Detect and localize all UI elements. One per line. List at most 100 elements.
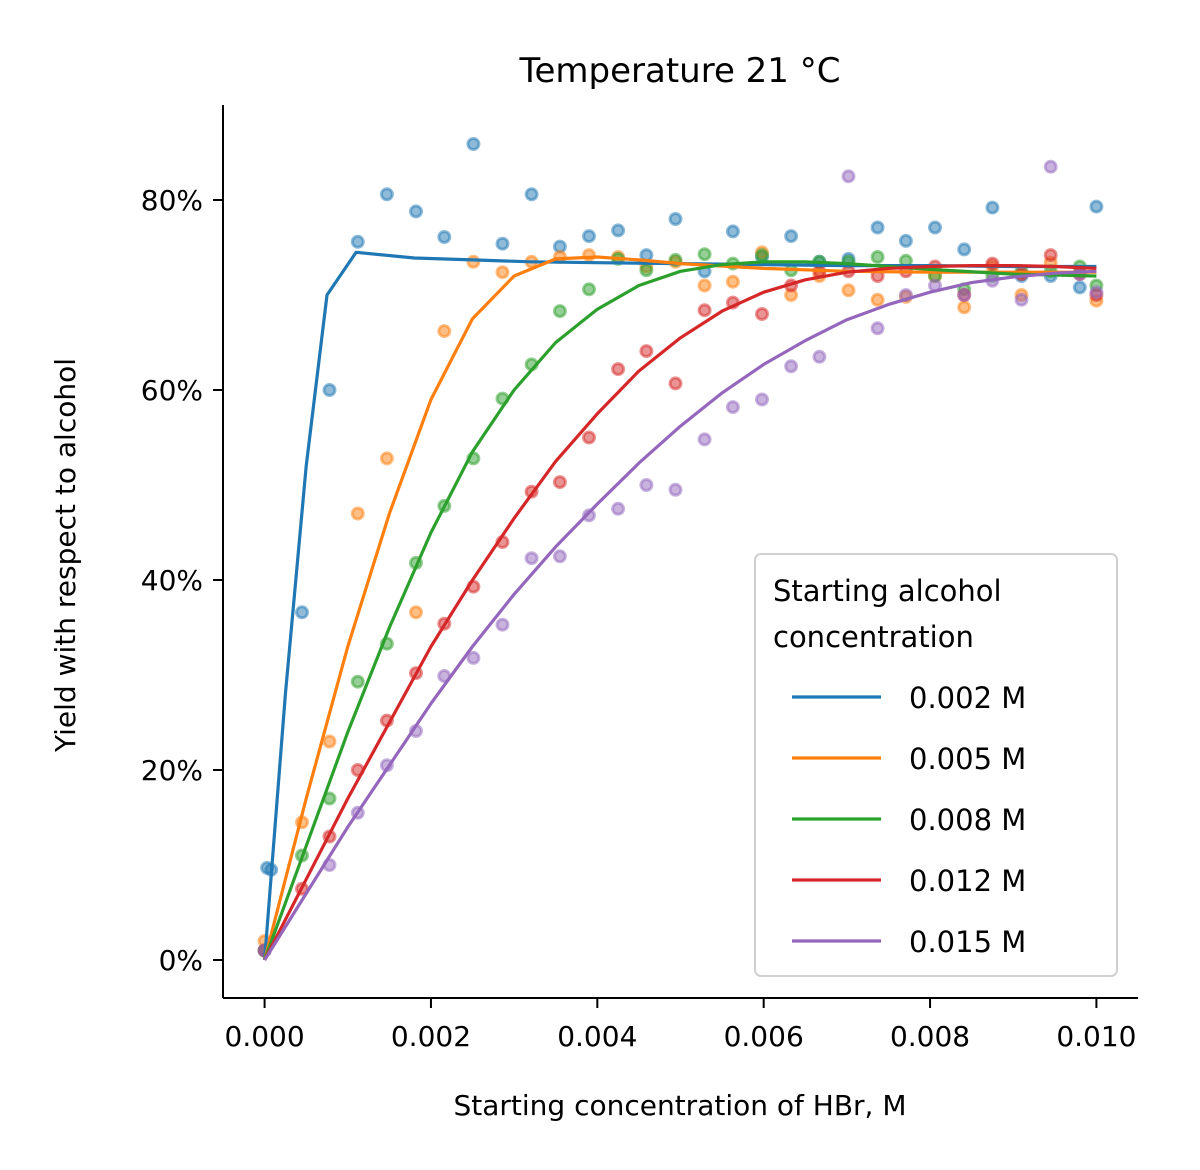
- series-line-3: [263, 264, 1097, 961]
- data-point: [495, 265, 510, 280]
- legend-label: 0.005 M: [909, 742, 1026, 776]
- data-point: [841, 169, 856, 184]
- data-point: [552, 549, 567, 564]
- data-point: [611, 501, 626, 516]
- y-tick-label: 0%: [159, 944, 203, 977]
- legend-box: [754, 553, 1118, 977]
- data-point: [755, 307, 769, 321]
- data-point: [870, 250, 885, 264]
- data-point: [350, 674, 365, 689]
- legend: Starting alcohol concentration 0.002 M 0.00…: [754, 553, 1118, 977]
- data-point: [322, 383, 337, 397]
- data-point: [755, 248, 769, 263]
- data-point: [639, 344, 654, 359]
- data-point: [1089, 199, 1104, 214]
- data-point: [379, 187, 394, 202]
- legend-item: 0.015 M: [792, 925, 1026, 959]
- data-point: [812, 349, 827, 364]
- y-tick-label: 20%: [141, 754, 203, 787]
- data-point: [697, 278, 712, 293]
- legend-label: 0.002 M: [909, 681, 1026, 715]
- plot-area: [257, 137, 1104, 961]
- legend-label: 0.012 M: [909, 864, 1026, 898]
- data-point: [697, 432, 712, 447]
- legend-label: 0.008 M: [909, 803, 1026, 837]
- data-point: [322, 734, 337, 749]
- data-point: [870, 321, 885, 336]
- data-point: [784, 359, 799, 374]
- data-point: [841, 283, 856, 298]
- x-tick-label: 0.008: [890, 1020, 970, 1053]
- data-point: [697, 247, 712, 262]
- data-point: [552, 475, 567, 490]
- data-point: [611, 362, 626, 377]
- data-point: [524, 187, 539, 202]
- x-tick-label: 0.010: [1056, 1020, 1136, 1053]
- data-point: [957, 300, 972, 315]
- data-point: [1089, 285, 1104, 300]
- data-point: [524, 551, 539, 566]
- data-point: [725, 400, 740, 415]
- data-point: [495, 617, 510, 632]
- y-tick-label: 60%: [141, 374, 203, 407]
- data-point: [350, 506, 365, 521]
- data-point: [668, 212, 683, 226]
- data-point: [928, 220, 942, 235]
- data-point: [295, 605, 309, 620]
- legend-title: Starting alcohol: [773, 574, 1002, 608]
- data-point: [582, 430, 596, 445]
- data-point: [1043, 248, 1058, 263]
- data-point: [668, 482, 683, 497]
- data-point: [898, 233, 913, 248]
- data-point: [437, 324, 452, 339]
- data-point: [350, 234, 365, 249]
- axes: 0.000 0.002 0.004 0.006 0.008 0.010 0% 20% 40% 60…: [141, 105, 1138, 1053]
- data-point: [668, 376, 683, 391]
- data-point: [552, 304, 567, 319]
- chart-title: Temperature 21 °C: [519, 51, 841, 91]
- series-line-1: [263, 255, 1097, 961]
- data-point: [725, 274, 740, 289]
- legend-label: 0.015 M: [909, 925, 1026, 959]
- y-axis-label: Yield with respect to alcohol: [49, 358, 82, 753]
- data-point: [466, 137, 481, 151]
- data-point: [495, 236, 510, 251]
- data-point: [437, 230, 452, 244]
- x-tick-label: 0.000: [225, 1020, 305, 1053]
- x-axis-label: Starting concentration of HBr, M: [453, 1089, 906, 1122]
- data-point: [379, 451, 394, 466]
- y-tick-label: 40%: [141, 564, 203, 597]
- data-point: [1072, 280, 1087, 295]
- data-point: [639, 478, 654, 492]
- data-point: [409, 605, 423, 620]
- data-point: [1014, 292, 1029, 307]
- data-point: [582, 229, 596, 244]
- data-point: [582, 282, 596, 297]
- data-point: [870, 292, 885, 307]
- data-point: [725, 224, 740, 239]
- legend-item: 0.002 M: [792, 681, 1026, 715]
- data-point: [755, 392, 769, 407]
- data-point: [870, 220, 885, 235]
- legend-item: 0.012 M: [792, 864, 1026, 898]
- data-point: [466, 254, 481, 269]
- legend-title: concentration: [773, 620, 974, 654]
- series-line-2: [263, 260, 1097, 961]
- x-tick-label: 0.002: [391, 1020, 471, 1053]
- y-tick-label: 80%: [141, 184, 203, 217]
- data-point: [639, 263, 654, 278]
- data-point: [1043, 159, 1058, 174]
- data-point: [409, 204, 423, 219]
- data-point: [466, 650, 481, 665]
- series-line-4: [263, 269, 1097, 961]
- data-point: [582, 508, 596, 523]
- x-tick-label: 0.004: [557, 1020, 637, 1053]
- data-point: [985, 200, 1000, 215]
- data-point: [957, 288, 972, 302]
- x-tick-label: 0.006: [724, 1020, 804, 1053]
- legend-item: 0.005 M: [792, 742, 1026, 776]
- legend-item: 0.008 M: [792, 803, 1026, 837]
- data-point: [957, 242, 972, 257]
- series-line-0: [263, 250, 1097, 961]
